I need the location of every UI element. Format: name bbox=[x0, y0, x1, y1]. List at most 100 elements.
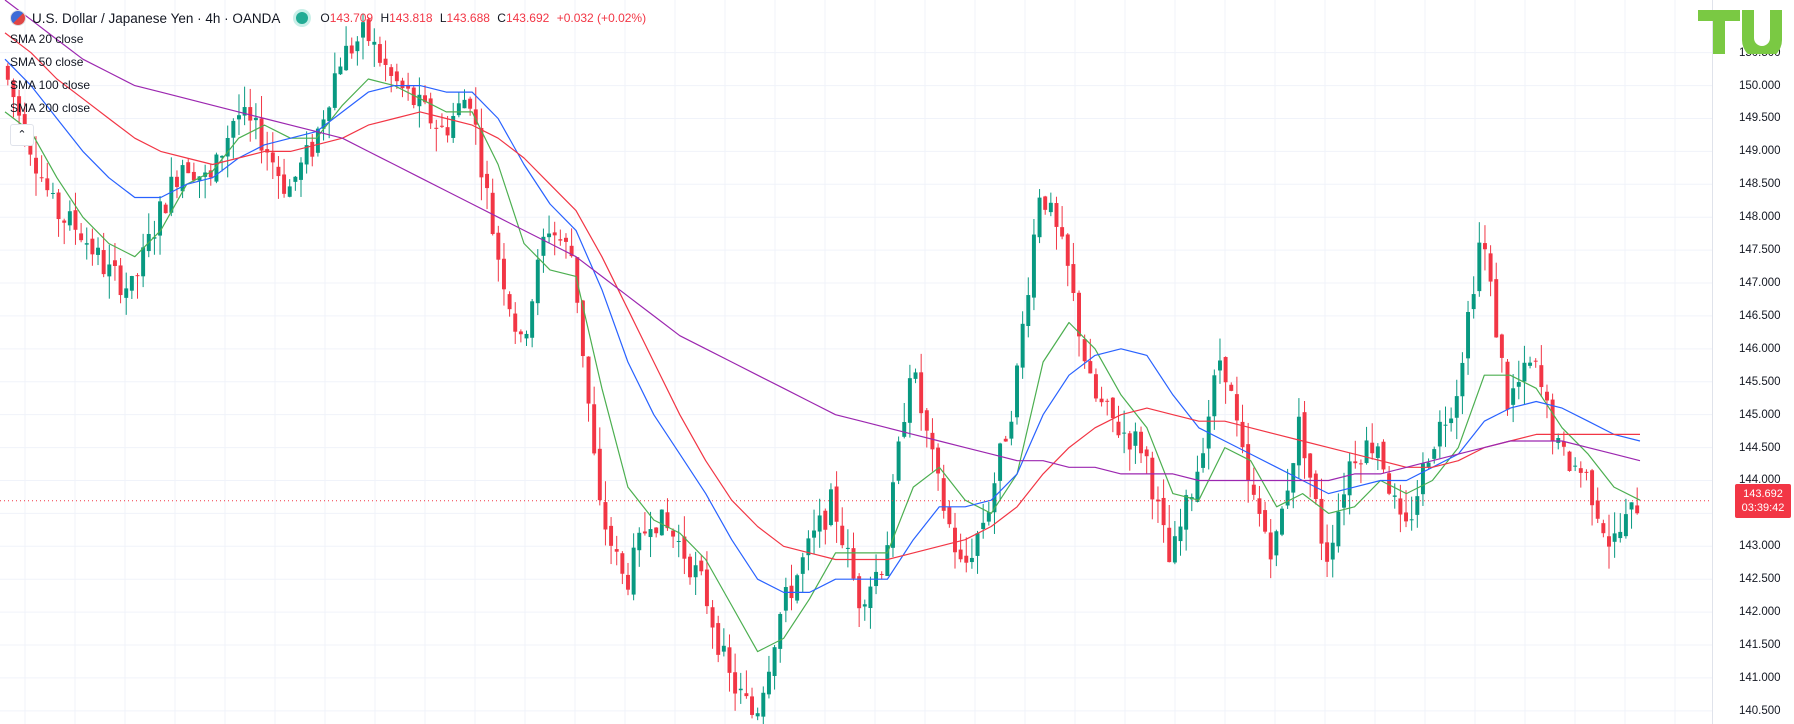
candle bbox=[56, 188, 61, 237]
candle-body bbox=[220, 155, 225, 158]
price-axis[interactable]: 140.500 141.000 141.500 142.000 142.500 143.0… bbox=[1712, 0, 1794, 724]
candle bbox=[738, 672, 743, 704]
candle-body bbox=[1426, 462, 1431, 468]
candle-body bbox=[586, 356, 591, 404]
candle-body bbox=[1110, 397, 1115, 419]
candle-body bbox=[270, 152, 275, 163]
candle-body bbox=[1082, 339, 1087, 362]
currency-flag-icon bbox=[10, 10, 26, 26]
indicator-sma200[interactable]: SMA 200 close bbox=[10, 101, 91, 115]
candle bbox=[451, 102, 456, 143]
candle bbox=[772, 645, 777, 690]
candle-body bbox=[761, 692, 766, 717]
candle-body bbox=[919, 372, 924, 414]
candle-body bbox=[981, 522, 986, 529]
sma-series-line-2 bbox=[4, 58, 1641, 594]
candle-body bbox=[857, 576, 862, 609]
candle-body bbox=[1065, 234, 1070, 266]
indicator-sma20[interactable]: SMA 20 close bbox=[10, 32, 84, 46]
candle-body bbox=[1026, 295, 1031, 327]
indicator-sma100[interactable]: SMA 100 close bbox=[10, 78, 91, 92]
candle-body bbox=[1122, 432, 1127, 434]
candle-body bbox=[907, 378, 912, 423]
candle bbox=[1015, 363, 1019, 425]
candle-body bbox=[1494, 279, 1499, 338]
candle-body bbox=[468, 98, 473, 109]
collapse-legend-button[interactable]: ⌃ bbox=[10, 124, 34, 146]
candle bbox=[1037, 189, 1042, 244]
candle-body bbox=[197, 176, 202, 181]
candle-body bbox=[259, 118, 264, 151]
market-status-icon[interactable] bbox=[296, 12, 309, 24]
candle-body bbox=[530, 301, 535, 338]
candle-body bbox=[1325, 542, 1330, 562]
candle-body bbox=[214, 154, 219, 182]
candle-body bbox=[1060, 227, 1065, 237]
candle-body bbox=[1347, 461, 1352, 496]
candle-body bbox=[778, 613, 783, 649]
candle-body bbox=[524, 333, 529, 339]
candle bbox=[964, 537, 969, 573]
candle bbox=[795, 573, 800, 604]
candle-body bbox=[445, 127, 450, 136]
candle bbox=[1381, 439, 1386, 474]
candle-body bbox=[456, 103, 461, 116]
candle bbox=[490, 178, 495, 236]
candle-body bbox=[1561, 441, 1566, 447]
candle bbox=[778, 612, 783, 663]
candle bbox=[603, 481, 608, 546]
candle-body bbox=[1392, 495, 1397, 497]
last-price-label: 143.692 03:39:42 bbox=[1735, 483, 1791, 518]
candle bbox=[671, 528, 676, 548]
candle bbox=[783, 577, 788, 623]
candle-body bbox=[1263, 510, 1268, 532]
candle bbox=[242, 86, 247, 126]
candle bbox=[924, 407, 929, 448]
candle bbox=[862, 599, 867, 621]
candle bbox=[1404, 490, 1408, 528]
candle-body bbox=[631, 547, 636, 595]
candle-body bbox=[1539, 365, 1544, 388]
candle-body bbox=[361, 22, 365, 38]
price-chart[interactable] bbox=[0, 0, 1712, 724]
candle bbox=[688, 553, 692, 585]
candle-body bbox=[490, 192, 495, 235]
candle-body bbox=[1234, 394, 1239, 421]
candle bbox=[1505, 358, 1510, 416]
candle bbox=[547, 215, 552, 244]
candle bbox=[558, 229, 563, 246]
candle bbox=[614, 535, 619, 566]
candle bbox=[535, 249, 540, 316]
candle-body bbox=[169, 176, 174, 213]
candle bbox=[1291, 462, 1296, 509]
candle-body bbox=[1505, 361, 1510, 410]
y-tick-label: 146.000 bbox=[1739, 342, 1781, 355]
candle-body bbox=[237, 115, 241, 120]
candle bbox=[1325, 524, 1330, 578]
candle-body bbox=[958, 549, 963, 560]
bar-countdown: 03:39:42 bbox=[1741, 501, 1785, 514]
indicator-sma50[interactable]: SMA 50 close bbox=[10, 55, 84, 69]
candle bbox=[637, 527, 642, 567]
candle bbox=[1206, 399, 1211, 470]
candle-body bbox=[1522, 362, 1527, 382]
y-tick-label: 143.000 bbox=[1739, 540, 1781, 553]
candle bbox=[1077, 290, 1081, 357]
candle bbox=[1246, 422, 1251, 503]
candle-body bbox=[1578, 468, 1583, 473]
candle-body bbox=[1139, 431, 1144, 454]
candle-body bbox=[1274, 531, 1279, 556]
candle-body bbox=[242, 107, 247, 116]
candle bbox=[197, 176, 202, 199]
candle bbox=[1054, 196, 1059, 250]
candle-body bbox=[1150, 457, 1155, 500]
candle-body bbox=[1251, 484, 1256, 495]
candle-body bbox=[513, 313, 518, 332]
symbol-title[interactable]: U.S. Dollar / Japanese Yen · 4h · OANDA bbox=[32, 10, 281, 26]
candle-body bbox=[795, 575, 800, 601]
candle-body bbox=[377, 44, 382, 63]
candle bbox=[434, 119, 439, 152]
candle bbox=[1229, 382, 1234, 392]
candle-body bbox=[208, 170, 213, 178]
candle-body bbox=[913, 372, 918, 379]
